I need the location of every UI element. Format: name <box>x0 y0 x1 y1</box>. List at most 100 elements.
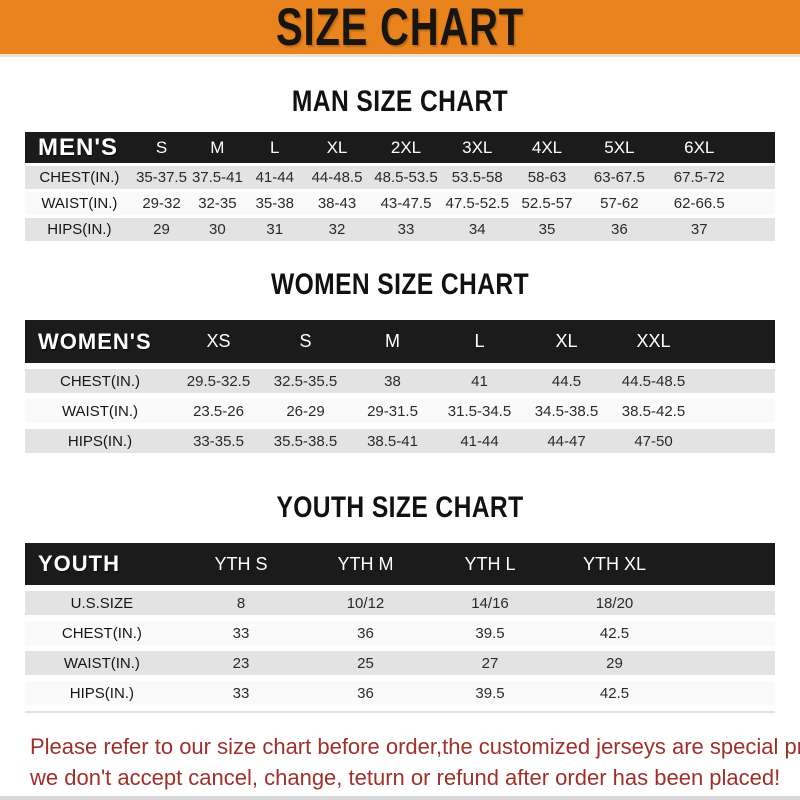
size-cell: 57-62 <box>600 195 639 212</box>
size-column-header: 4XL <box>531 137 563 157</box>
size-column-header: S <box>299 331 312 351</box>
size-cell: 35.5-38.5 <box>273 432 338 450</box>
size-cell: 62-66.5 <box>673 195 725 212</box>
size-column-header: S <box>155 137 168 157</box>
size-cell: 36 <box>611 221 628 238</box>
size-cell: 47.5-52.5 <box>445 195 509 212</box>
row-filler <box>677 621 775 645</box>
table-label: WOMEN'S <box>38 328 152 354</box>
size-cell: 8 <box>236 594 246 612</box>
row-label: HIPS(IN.) <box>67 432 133 450</box>
row-filler <box>741 166 775 189</box>
size-cell: 38.5-42.5 <box>621 402 686 420</box>
size-column-header: 6XL <box>684 137 715 157</box>
table-row: CHEST(IN.) 29.5-32.5 32.5-35.5 38 41 44.5 44.5… <box>25 369 775 393</box>
table-row: U.S.SIZE 8 10/12 14/16 18/20 <box>25 591 775 615</box>
size-cell: 32.5-35.5 <box>273 372 338 390</box>
row-label: WAIST(IN.) <box>63 654 140 672</box>
size-cell: 52.5-57 <box>521 195 573 212</box>
size-column-header: XXL <box>636 331 671 351</box>
header-filler <box>741 132 775 163</box>
row-filler <box>697 399 775 423</box>
size-cell: 63-67.5 <box>593 169 645 186</box>
size-cell: 29-32 <box>142 195 181 212</box>
row-label: WAIST(IN.) <box>61 402 139 420</box>
size-cell: 29-31.5 <box>367 402 418 420</box>
size-cell: 37.5-41 <box>191 169 243 186</box>
banner-title: SIZE CHART <box>276 0 524 57</box>
table-label: YOUTH <box>38 551 120 576</box>
size-cell: 44-47 <box>547 432 586 450</box>
section-heading-man: MAN SIZE CHART <box>291 85 509 118</box>
size-column-header: XS <box>206 331 231 351</box>
size-column-header: YTH M <box>337 553 394 574</box>
size-cell: 18/20 <box>595 594 634 612</box>
row-filler <box>677 651 775 675</box>
section-heading-women: WOMEN SIZE CHART <box>270 268 530 301</box>
header-filler <box>697 320 775 363</box>
size-cell: 31.5-34.5 <box>447 402 512 420</box>
order-note-line-1: Please refer to our size chart before or… <box>30 734 800 759</box>
size-column-header: YTH XL <box>582 553 647 574</box>
size-column-header: XL <box>555 331 578 351</box>
size-cell: 44.5 <box>551 372 582 390</box>
table-row: WAIST(IN.) 23 25 27 29 <box>25 651 775 675</box>
table-row: WAIST(IN.) 23.5-26 26-29 29-31.5 31.5-34.5 34… <box>25 399 775 423</box>
size-cell: 35-38 <box>255 195 294 212</box>
size-cell: 38.5-41 <box>367 432 418 450</box>
size-cell: 36 <box>357 684 374 702</box>
size-cell: 33 <box>232 684 250 702</box>
size-cell: 38 <box>384 372 401 390</box>
table-row: CHEST(IN.) 35-37.5 37.5-41 41-44 44-48.5 48.5… <box>25 166 775 189</box>
size-cell: 47-50 <box>634 432 673 450</box>
size-table-men: MEN'S S M L XL 2XL 3XL 4XL 5XL 6XL CHEST(IN.) 35-37… <box>25 129 775 244</box>
row-label: HIPS(IN.) <box>47 221 112 238</box>
size-cell: 53.5-58 <box>451 169 503 186</box>
header-filler <box>677 543 775 585</box>
size-cell: 32 <box>328 221 346 238</box>
size-table-women: WOMEN'S XS S M L XL XXL CHEST(IN.) 29.5-32.5 32.5… <box>25 314 775 459</box>
size-column-header: YTH S <box>214 553 268 574</box>
size-cell: 58-63 <box>527 169 567 186</box>
size-cell: 41-44 <box>255 169 294 186</box>
size-cell: 42.5 <box>599 624 630 642</box>
section-youth: YOUTH SIZE CHART YOUTH YTH S YTH M YTH L YTH… <box>0 491 800 713</box>
size-cell: 30 <box>209 221 226 238</box>
section-men: MAN SIZE CHART MEN'S S M L XL 2XL 3XL 4XL 5XL 6XL… <box>0 85 800 244</box>
order-note-line-2: we don't accept cancel, change, teturn o… <box>30 765 781 790</box>
table-row: HIPS(IN.) 29 30 31 32 33 34 35 36 37 <box>25 218 775 241</box>
row-filler <box>677 591 775 615</box>
row-label: HIPS(IN.) <box>69 684 134 702</box>
size-cell: 38-43 <box>317 195 357 212</box>
size-cell: 39.5 <box>475 684 505 702</box>
size-cell: 23.5-26 <box>193 402 244 420</box>
size-column-header: YTH L <box>464 553 516 574</box>
row-label: CHEST(IN.) <box>39 169 120 186</box>
size-cell: 26-29 <box>286 402 325 420</box>
size-column-header: L <box>474 331 485 351</box>
size-cell: 34.5-38.5 <box>534 402 599 420</box>
size-column-header: M <box>210 137 225 157</box>
size-cell: 29 <box>153 221 170 238</box>
size-cell: 32-35 <box>198 195 237 212</box>
size-cell: 33 <box>397 221 415 238</box>
size-cell: 29 <box>606 654 623 672</box>
table-row: WAIST(IN.) 29-32 32-35 35-38 38-43 43-47.5 47.… <box>25 192 775 215</box>
table-row: HIPS(IN.) 33-35.5 35.5-38.5 38.5-41 41-44 44-… <box>25 429 775 453</box>
size-column-header: 5XL <box>604 137 635 157</box>
size-cell: 14/16 <box>471 594 509 612</box>
row-filler <box>741 192 775 215</box>
size-cell: 23 <box>232 654 250 672</box>
size-header-row: YOUTH YTH S YTH M YTH L YTH XL <box>25 543 775 585</box>
row-label: U.S.SIZE <box>70 594 134 612</box>
size-cell: 44-48.5 <box>311 169 363 186</box>
size-cell: 35-37.5 <box>136 169 187 186</box>
size-column-header: L <box>270 137 280 157</box>
size-chart-banner: SIZE CHART <box>0 0 800 57</box>
row-filler <box>741 218 775 241</box>
size-column-header: M <box>385 331 400 351</box>
size-cell: 41-44 <box>460 432 499 450</box>
size-cell: 25 <box>357 654 374 672</box>
size-column-header: XL <box>326 137 348 157</box>
size-cell: 42.5 <box>599 684 630 702</box>
